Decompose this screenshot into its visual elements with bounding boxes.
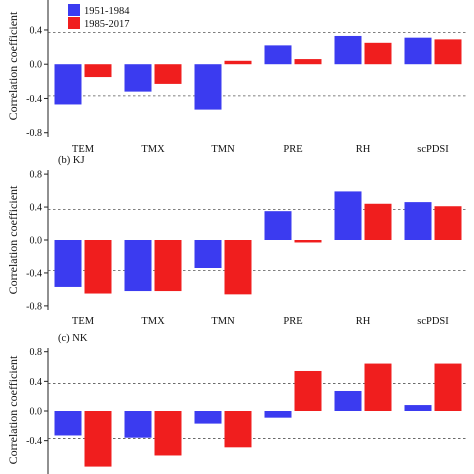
y-axis-title: Correlation coefficient — [6, 355, 20, 464]
bar-rh-1951-1984 — [334, 35, 362, 65]
bar-tmx-1985-2017 — [154, 411, 182, 456]
bar-scpdsi-1951-1984 — [404, 202, 432, 240]
bar-tmn-1985-2017 — [224, 240, 252, 295]
bar-pre-1985-2017 — [294, 370, 322, 411]
x-category-label: TEM — [72, 144, 95, 155]
bar-tmn-1951-1984 — [194, 411, 222, 424]
bar-scpdsi-1985-2017 — [434, 363, 462, 411]
y-tick-label: 0.0 — [30, 236, 43, 247]
bar-pre-1985-2017 — [294, 240, 322, 243]
y-tick-label: -0.4 — [26, 268, 42, 279]
bar-tem-1985-2017 — [84, 411, 112, 467]
y-tick-label: 0.8 — [30, 170, 43, 181]
x-category-label: PRE — [283, 144, 302, 155]
bar-tmx-1951-1984 — [124, 240, 152, 292]
bar-rh-1985-2017 — [364, 203, 392, 240]
legend-label-1951-1984: 1951-1984 — [84, 6, 130, 17]
x-category-label: TEM — [72, 316, 95, 327]
x-category-label: TMN — [211, 144, 235, 155]
bar-pre-1951-1984 — [264, 45, 292, 65]
y-tick-label: 0.4 — [30, 25, 43, 36]
chart-panel-2: -0.8 -0.4 0.0 0.4 0.8 Correlation coefficient… — [6, 155, 468, 327]
y-tick-label: 0.0 — [30, 407, 43, 418]
x-category-label: TMX — [141, 144, 165, 155]
bar-tmn-1951-1984 — [194, 64, 222, 110]
bar-tem-1951-1984 — [54, 411, 82, 436]
bar-pre-1951-1984 — [264, 411, 292, 418]
bar-tmx-1951-1984 — [124, 64, 152, 92]
bar-rh-1985-2017 — [364, 42, 392, 65]
x-category-label: PRE — [283, 316, 302, 327]
x-category-label: scPDSI — [417, 316, 449, 327]
bar-scpdsi-1951-1984 — [404, 37, 432, 65]
y-tick-label: 0.4 — [30, 203, 43, 214]
bar-rh-1985-2017 — [364, 363, 392, 411]
x-category-label: RH — [356, 316, 371, 327]
bar-tem-1951-1984 — [54, 64, 82, 105]
panel-label: (b) KJ — [58, 155, 85, 166]
legend-label-1985-2017: 1985-2017 — [84, 19, 130, 30]
chart-panel-1: -0.8 -0.4 0.0 0.4 Correlation coefficient TEM… — [6, 0, 468, 155]
y-tick-label: -0.8 — [26, 128, 42, 139]
bar-pre-1951-1984 — [264, 211, 292, 240]
bar-rh-1951-1984 — [334, 191, 362, 240]
bar-pre-1985-2017 — [294, 59, 322, 65]
y-tick-label: -0.4 — [26, 94, 42, 105]
legend-swatch-1985-2017 — [68, 17, 80, 29]
bar-tmn-1985-2017 — [224, 411, 252, 448]
y-tick-label: 0.0 — [30, 60, 43, 71]
bar-rh-1951-1984 — [334, 390, 362, 411]
legend-swatch-1951-1984 — [68, 4, 80, 16]
bar-scpdsi-1985-2017 — [434, 206, 462, 240]
bar-tmx-1985-2017 — [154, 64, 182, 84]
bar-scpdsi-1951-1984 — [404, 405, 432, 411]
chart-panel-3: -0.4 0.0 0.4 0.8 Correlation coefficient (c) … — [6, 333, 468, 474]
x-category-label: scPDSI — [417, 144, 449, 155]
bar-tmx-1951-1984 — [124, 411, 152, 438]
bar-scpdsi-1985-2017 — [434, 39, 462, 65]
y-tick-label: -0.4 — [26, 436, 42, 447]
bar-tem-1985-2017 — [84, 64, 112, 78]
x-category-label: TMX — [141, 316, 165, 327]
panel-label: (c) NK — [58, 333, 88, 344]
y-axis-title: Correlation coefficient — [6, 11, 20, 120]
bar-tmx-1985-2017 — [154, 240, 182, 292]
bar-tem-1985-2017 — [84, 240, 112, 294]
legend: 1951-1984 1985-2017 — [68, 4, 130, 30]
x-category-label: TMN — [211, 316, 235, 327]
bar-tmn-1985-2017 — [224, 60, 252, 65]
y-tick-label: 0.8 — [30, 347, 43, 358]
y-tick-label: 0.4 — [30, 377, 43, 388]
x-category-label: RH — [356, 144, 371, 155]
y-tick-label: -0.8 — [26, 301, 42, 312]
y-axis-title: Correlation coefficient — [6, 185, 20, 294]
bar-tem-1951-1984 — [54, 240, 82, 287]
bar-tmn-1951-1984 — [194, 240, 222, 268]
